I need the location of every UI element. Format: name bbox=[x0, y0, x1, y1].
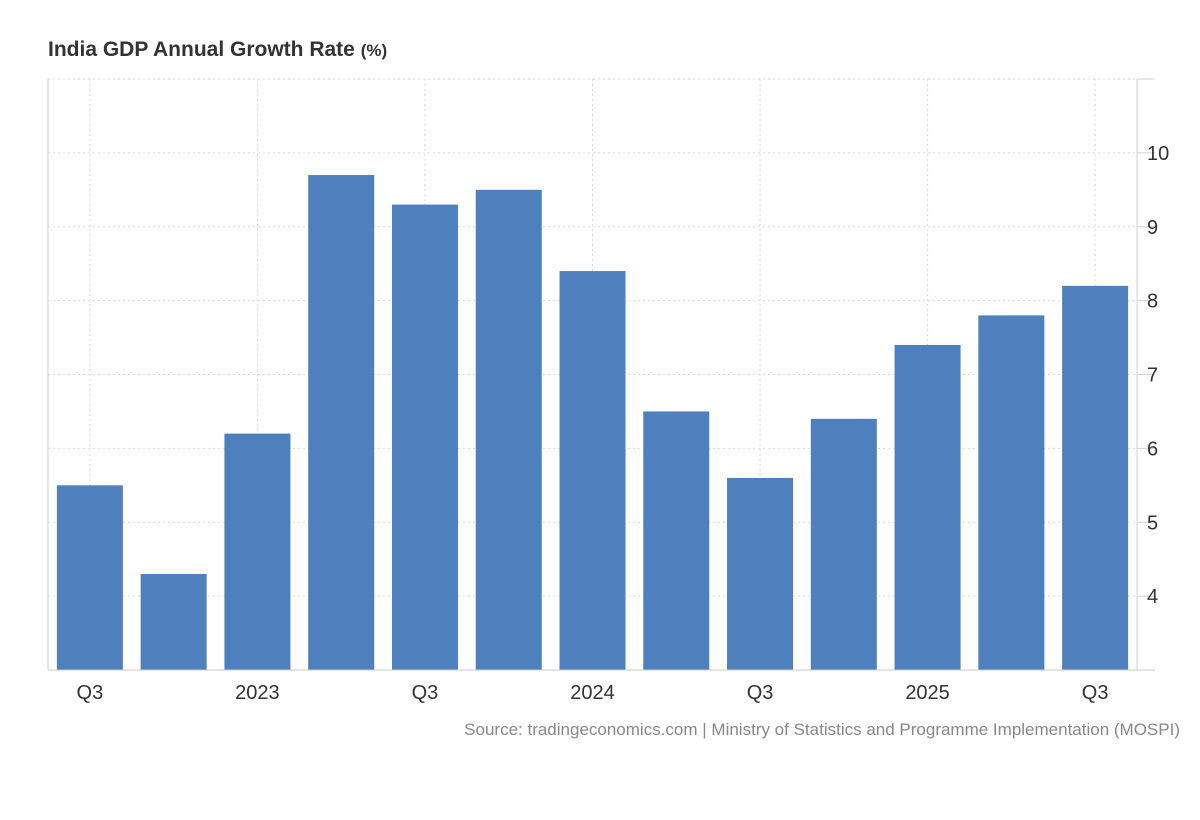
y-tick-label: 5 bbox=[1147, 512, 1158, 534]
chart-title-text: India GDP Annual Growth Rate bbox=[48, 38, 355, 61]
x-tick-label: 2024 bbox=[570, 682, 615, 704]
bar bbox=[56, 485, 123, 670]
y-tick-label: 6 bbox=[1147, 438, 1158, 460]
bar bbox=[894, 344, 961, 670]
y-tick-label: 9 bbox=[1147, 217, 1158, 239]
y-tick-label: 8 bbox=[1147, 291, 1158, 313]
x-tick-label: 2025 bbox=[905, 682, 950, 704]
x-tick-label: Q3 bbox=[747, 682, 774, 704]
bar bbox=[140, 573, 207, 670]
bar bbox=[978, 315, 1045, 670]
source-note: Source: tradingeconomics.com | Ministry … bbox=[464, 720, 1180, 739]
bar bbox=[559, 271, 626, 670]
chart-title-unit: (%) bbox=[360, 41, 388, 60]
bar bbox=[643, 411, 710, 670]
bar bbox=[308, 175, 375, 670]
bar bbox=[475, 189, 542, 670]
x-tick-label: 2023 bbox=[235, 682, 280, 704]
x-tick-label: Q3 bbox=[77, 682, 104, 704]
bar bbox=[810, 418, 877, 670]
y-tick-label: 4 bbox=[1147, 586, 1158, 608]
bar bbox=[1062, 285, 1129, 670]
bar bbox=[224, 433, 291, 670]
bar bbox=[727, 477, 794, 670]
x-tick-label: Q3 bbox=[1082, 682, 1109, 704]
bar bbox=[391, 204, 458, 670]
y-tick-label: 7 bbox=[1147, 365, 1158, 387]
y-tick-label: 10 bbox=[1147, 143, 1169, 165]
chart-title: India GDP Annual Growth Rate (%) bbox=[48, 38, 387, 62]
x-tick-label: Q3 bbox=[412, 682, 439, 704]
